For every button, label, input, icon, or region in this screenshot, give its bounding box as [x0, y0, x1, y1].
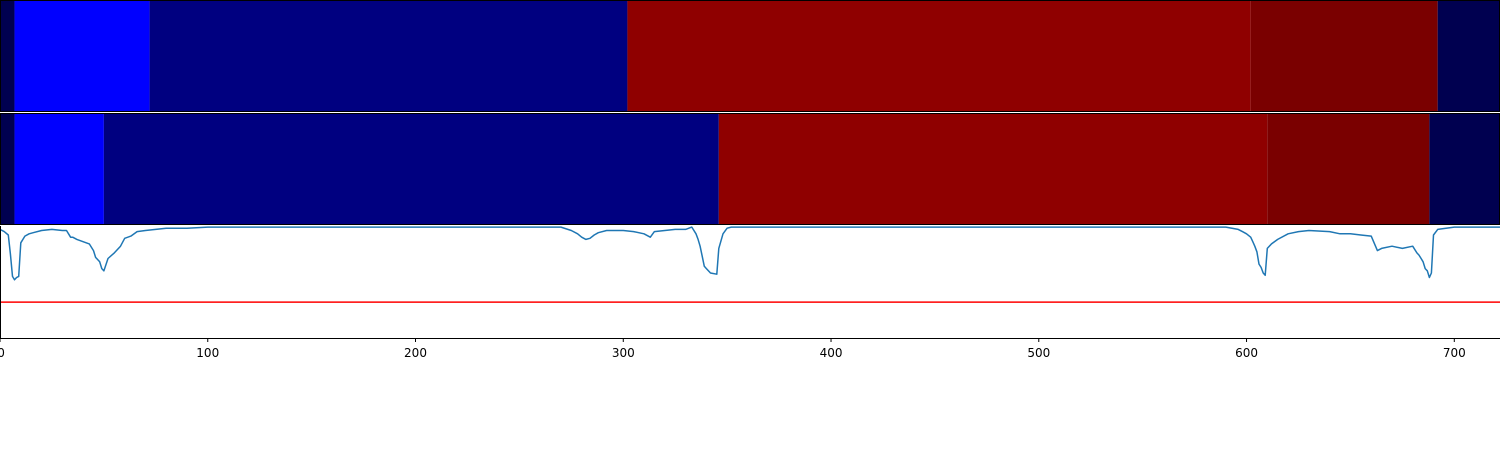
x-tick-label-500: 500 [1027, 346, 1050, 360]
heatmap-2-segment-3 [103, 113, 719, 225]
heatmap-1-segment-6 [1437, 0, 1500, 112]
heatmap-2-segment-6 [1429, 113, 1500, 225]
x-tick-label-300: 300 [612, 346, 635, 360]
line-plot-background [0, 226, 1500, 338]
x-tick-label-600: 600 [1235, 346, 1258, 360]
line-plot-panel [0, 226, 1500, 339]
x-tick-label-400: 400 [820, 346, 843, 360]
heatmap-strip-2 [0, 113, 1500, 225]
x-tick-label-200: 200 [404, 346, 427, 360]
heatmap-1-segment-2 [14, 0, 150, 112]
x-tick-label-0: 0 [0, 346, 5, 360]
series-line-1 [0, 226, 1500, 281]
heatmap-strip-1 [0, 0, 1500, 112]
x-axis: 0 100 200 300 400 500 600 700 [0, 338, 1466, 360]
heatmap-2-segment-2 [14, 113, 104, 225]
heatmap-2-segment-1 [0, 113, 15, 225]
heatmap-1-segment-1 [0, 0, 15, 112]
heatmap-1-segment-3 [149, 0, 628, 112]
heatmap-2-segment-4 [718, 113, 1268, 225]
x-tick-label-700: 700 [1443, 346, 1466, 360]
x-tick-label-100: 100 [196, 346, 219, 360]
heatmap-1-segment-5 [1250, 0, 1438, 112]
heatmap-2-segment-5 [1267, 113, 1430, 225]
heatmap-1-segment-4 [627, 0, 1251, 112]
